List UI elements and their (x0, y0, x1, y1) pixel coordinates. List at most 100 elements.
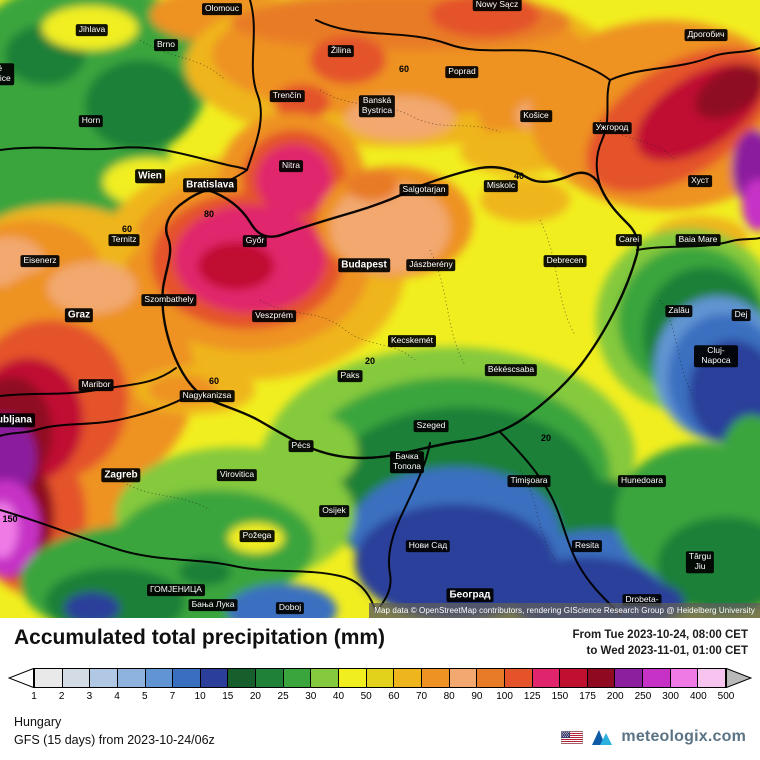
scale-cell (227, 669, 256, 688)
scale-cell (559, 669, 587, 688)
city-label: Miskolc (483, 180, 519, 192)
scale-number: 175 (579, 691, 596, 703)
city-label: Paks (337, 370, 363, 382)
city-label: Horn (78, 115, 104, 127)
map-attribution: Map data © OpenStreetMap contributors, r… (369, 603, 760, 618)
scale-cell (255, 669, 283, 688)
scale-number: 4 (114, 691, 120, 703)
scale-cell (586, 669, 615, 688)
city-label: ГОМЈЕНИЦА (147, 584, 205, 596)
brand: meteologix.com (561, 728, 746, 747)
scale-number: 500 (717, 691, 735, 703)
contour-label: 60 (208, 376, 220, 386)
scale-cell (116, 669, 145, 688)
scale-arrow-left (8, 668, 34, 689)
scale-number: 80 (443, 691, 455, 703)
scale-number: 7 (169, 691, 176, 703)
region-label: Hungary (14, 715, 62, 730)
city-label: Бања Лука (188, 599, 238, 611)
scale-arrow-right (726, 668, 752, 689)
page-title: Accumulated total precipitation (mm) (14, 626, 386, 649)
scale-number: 300 (662, 691, 679, 703)
city-label: Doboj (275, 602, 305, 614)
city-label: Jászberény (406, 259, 456, 271)
scale-cell (503, 669, 532, 688)
date-from: From Tue 2023-10-24, 08:00 CET (572, 629, 748, 641)
scale-cell (144, 669, 173, 688)
date-range: From Tue 2023-10-24, 08:00 CET to Wed 20… (572, 626, 748, 659)
city-label: Resita (571, 540, 603, 552)
city-label: Kecskemét (387, 335, 437, 347)
scale-cell (310, 669, 339, 688)
city-label: Osijek (319, 505, 349, 517)
scale-number: 20 (249, 691, 261, 703)
scale-cell (61, 669, 90, 688)
scale-cell (35, 669, 62, 688)
scale-cell (172, 669, 200, 688)
scale-cell (89, 669, 117, 688)
meteologix-logo-icon (592, 730, 613, 746)
date-to: to Wed 2023-11-01, 01:00 CET (586, 645, 749, 658)
scale-cell (531, 669, 560, 688)
city-label: Maribor (78, 379, 114, 391)
scale-cell (199, 669, 228, 688)
map-canvas[interactable]: Jihlava Brno Olomouc Žilina Nowy Sącz Poprad Д… (0, 0, 760, 618)
scale-number: 30 (305, 691, 317, 703)
scale-number: 2 (58, 691, 65, 703)
contour-label: 20 (540, 433, 552, 443)
city-label: Ternitz (108, 234, 140, 246)
map-label-layer: Jihlava Brno Olomouc Žilina Nowy Sącz Poprad Д… (0, 0, 751, 614)
city-label: Дрогобич (684, 29, 728, 41)
contour-label: 60 (398, 64, 410, 74)
scale-cell (448, 669, 477, 688)
city-label: Virovitica (216, 469, 258, 481)
city-label: Salgotarjan (399, 184, 449, 196)
scale-cell (365, 669, 394, 688)
scale-number: 125 (523, 691, 541, 703)
city-label: Carei (615, 234, 643, 246)
city-label: Szeged (413, 420, 449, 432)
city-label: České Budějovice (0, 63, 14, 85)
city-label: Нови Сад (405, 540, 451, 552)
city-label: Bratislava (183, 178, 237, 192)
scale-number: 250 (634, 691, 652, 703)
city-label: Debrecen (543, 255, 587, 267)
scale-numbers: 1 2 3 4 5 7 10 15 20 25 30 40 50 60 70 80 90 100 125 150 175… (31, 691, 734, 705)
scale-number: 60 (388, 691, 400, 703)
footer-left: Hungary GFS (15 days) from 2023-10-24/06… (14, 715, 215, 747)
scale-number: 400 (689, 691, 707, 703)
legend-panel: Accumulated total precipitation (mm) Fro… (0, 618, 760, 760)
scale-cell (476, 669, 504, 688)
scale-number: 5 (141, 691, 148, 703)
city-label: Бачка Топола (389, 451, 425, 473)
scale-number: 150 (551, 691, 569, 703)
contour-label: 60 (121, 224, 133, 234)
city-label: Cluj-Napoca (694, 345, 738, 367)
city-label: Hunedoara (617, 475, 667, 487)
scale-cell (338, 669, 366, 688)
city-label: Dej (731, 309, 751, 321)
city-label: Београд (446, 588, 494, 602)
scale-number: 50 (360, 691, 372, 703)
city-label: Poprad (445, 66, 479, 78)
city-label: Trenčín (269, 90, 305, 102)
city-label: Хуст (688, 175, 712, 187)
city-label: Banská Bystrica (358, 95, 396, 117)
scale-cells (34, 668, 726, 689)
city-label: Košice (520, 110, 552, 122)
scale-cell (282, 669, 311, 688)
brand-name[interactable]: meteologix.com (621, 728, 746, 746)
scale-number: 70 (415, 691, 428, 703)
scale-number: 1 (31, 691, 37, 703)
city-label: Veszprém (252, 310, 296, 322)
city-label: Graz (64, 308, 94, 322)
city-label: Olomouc (201, 3, 243, 15)
contour-label: 80 (203, 209, 215, 219)
scale-cell (669, 669, 698, 688)
admin-borders (119, 39, 696, 561)
scale-cell (420, 669, 449, 688)
city-label: Nagykanizsa (179, 390, 235, 402)
us-flag-icon (561, 730, 584, 744)
scale-cell (614, 669, 643, 688)
